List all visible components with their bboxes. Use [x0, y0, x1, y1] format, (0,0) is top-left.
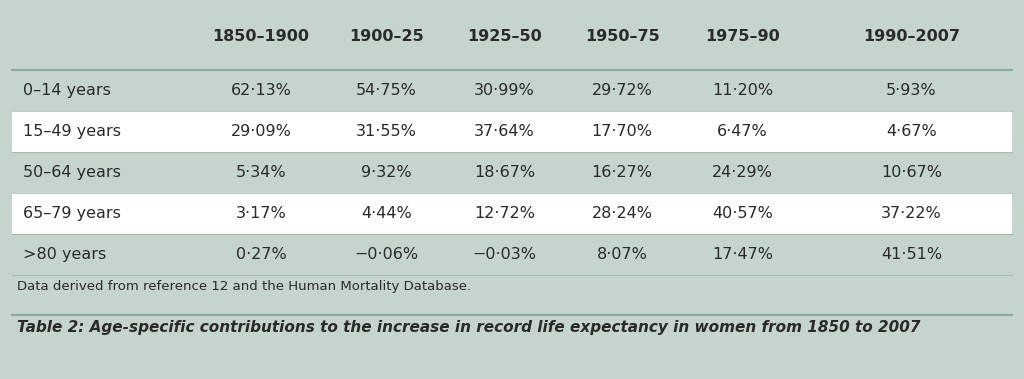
Text: 65–79 years: 65–79 years: [23, 206, 121, 221]
Text: 0·27%: 0·27%: [236, 247, 287, 262]
Bar: [12, 193, 1012, 234]
Text: 0–14 years: 0–14 years: [23, 83, 111, 98]
Text: 10·67%: 10·67%: [881, 165, 942, 180]
Text: 1900–25: 1900–25: [349, 30, 424, 44]
Text: 4·67%: 4·67%: [886, 124, 937, 139]
Text: >80 years: >80 years: [23, 247, 105, 262]
Text: 54·75%: 54·75%: [356, 83, 417, 98]
Text: 6·47%: 6·47%: [717, 124, 768, 139]
Text: 29·72%: 29·72%: [592, 83, 652, 98]
Text: 4·44%: 4·44%: [361, 206, 412, 221]
Text: 50–64 years: 50–64 years: [23, 165, 121, 180]
Text: 17·47%: 17·47%: [712, 247, 773, 262]
Text: 18·67%: 18·67%: [474, 165, 535, 180]
Text: −0·06%: −0·06%: [354, 247, 419, 262]
Text: 37·22%: 37·22%: [881, 206, 942, 221]
Text: Data derived from reference 12 and the Human Mortality Database.: Data derived from reference 12 and the H…: [17, 280, 471, 293]
Text: 28·24%: 28·24%: [592, 206, 652, 221]
Text: 12·72%: 12·72%: [474, 206, 535, 221]
Text: 1950–75: 1950–75: [585, 30, 659, 44]
Bar: [12, 111, 1012, 152]
Text: 1850–1900: 1850–1900: [213, 30, 309, 44]
Text: 40·57%: 40·57%: [712, 206, 773, 221]
Text: 1925–50: 1925–50: [467, 30, 542, 44]
Text: 9·32%: 9·32%: [361, 165, 412, 180]
Text: 17·70%: 17·70%: [592, 124, 652, 139]
Text: 11·20%: 11·20%: [712, 83, 773, 98]
Text: −0·03%: −0·03%: [472, 247, 537, 262]
Text: 15–49 years: 15–49 years: [23, 124, 121, 139]
Text: Table 2: Age-specific contributions to the increase in record life expectancy in: Table 2: Age-specific contributions to t…: [17, 320, 921, 335]
Text: 3·17%: 3·17%: [236, 206, 287, 221]
Text: 1975–90: 1975–90: [706, 30, 779, 44]
Text: 37·64%: 37·64%: [474, 124, 535, 139]
Text: 30·99%: 30·99%: [474, 83, 535, 98]
Text: 1990–2007: 1990–2007: [863, 30, 959, 44]
Text: 5·93%: 5·93%: [886, 83, 937, 98]
Text: 5·34%: 5·34%: [236, 165, 287, 180]
Text: 31·55%: 31·55%: [356, 124, 417, 139]
Text: 16·27%: 16·27%: [592, 165, 652, 180]
Text: 41·51%: 41·51%: [881, 247, 942, 262]
Text: 24·29%: 24·29%: [712, 165, 773, 180]
Text: 8·07%: 8·07%: [597, 247, 647, 262]
Text: 29·09%: 29·09%: [230, 124, 292, 139]
Text: 62·13%: 62·13%: [230, 83, 292, 98]
